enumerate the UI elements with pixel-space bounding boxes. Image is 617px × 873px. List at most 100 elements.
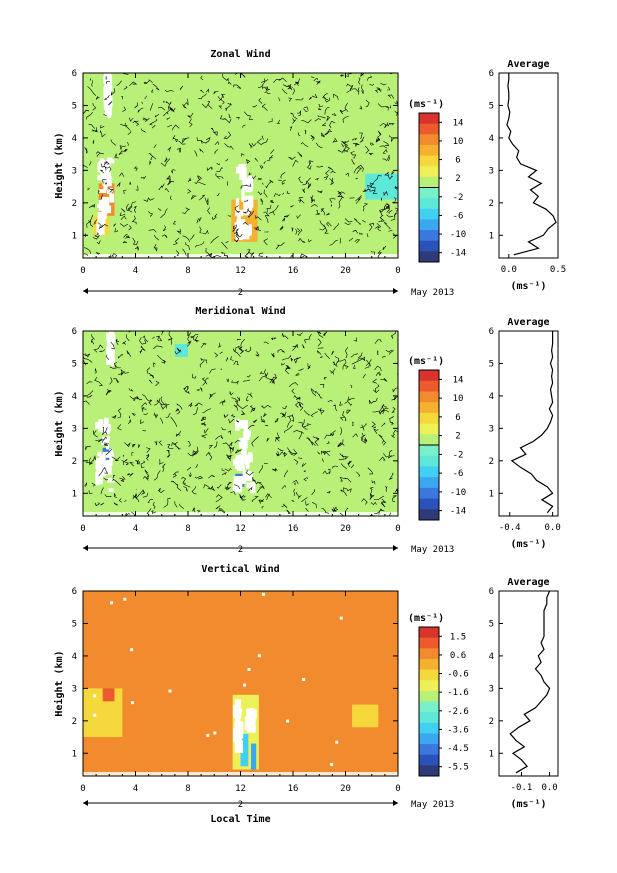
colorbar-swatch <box>419 455 439 467</box>
avg-x-axis-label: (ms⁻¹) <box>510 539 546 550</box>
colorbar-swatch <box>419 637 439 649</box>
x-tick-label: 0 <box>395 784 400 794</box>
x-tick-label: 8 <box>185 784 190 794</box>
data-gap <box>238 437 248 449</box>
colorbar-swatch <box>419 113 439 125</box>
data-gap <box>104 463 111 469</box>
data-gap <box>107 111 112 119</box>
data-gap <box>107 350 114 362</box>
data-gap <box>233 476 242 488</box>
y-tick-label: 5 <box>72 359 77 369</box>
colorbar-swatch <box>419 370 439 382</box>
data-gap <box>108 188 113 192</box>
avg-y-tick-label: 2 <box>489 717 494 727</box>
colorbar-swatch <box>419 208 439 220</box>
colorbar-tick-label: 10 <box>453 137 464 147</box>
data-gap <box>234 418 240 431</box>
data-gap <box>105 78 112 88</box>
data-gap <box>246 482 253 489</box>
data-gap <box>107 477 115 483</box>
y-tick-label: 3 <box>72 684 77 694</box>
colorbar-swatch <box>419 412 439 425</box>
avg-y-tick-label: 2 <box>489 199 494 209</box>
data-gap <box>98 189 107 194</box>
y-tick-label: 1 <box>72 749 77 759</box>
colorbar-tick-label: 6 <box>455 156 460 166</box>
data-gap <box>107 190 112 195</box>
heatmap-region <box>240 733 249 767</box>
data-gap <box>99 158 104 163</box>
colorbar-tick-label: -6 <box>453 211 464 221</box>
colorbar-tick-label: 2 <box>455 174 460 184</box>
colorbar-tick-label: 6 <box>455 413 460 423</box>
data-gap <box>123 597 127 601</box>
colorbar-swatch <box>419 251 439 263</box>
x-tick-label: 8 <box>185 524 190 534</box>
data-gap <box>168 689 172 693</box>
colorbar-swatch <box>419 198 439 210</box>
contour-lines <box>82 72 399 259</box>
colorbar-swatch <box>419 155 439 167</box>
avg-x-tick-label: -0.4 <box>499 523 521 533</box>
y-tick-label: 2 <box>72 717 77 727</box>
data-gap <box>97 211 106 224</box>
data-gap <box>105 83 111 95</box>
data-gap <box>96 223 105 235</box>
colorbar-tick-label: -1.6 <box>447 688 469 698</box>
y-axis-label: Height (km) <box>53 650 65 716</box>
x-tick-label: 0 <box>80 784 85 794</box>
x-tick-label: 16 <box>288 784 299 794</box>
data-gap <box>235 737 241 748</box>
data-gap <box>101 424 110 435</box>
avg-x-axis-label: (ms⁻¹) <box>510 799 546 810</box>
average-title: Average <box>507 59 549 70</box>
data-gap <box>95 471 103 485</box>
data-gap <box>261 592 265 596</box>
data-gap <box>97 451 102 456</box>
data-gap <box>248 712 254 718</box>
data-gap <box>96 468 106 477</box>
data-gap <box>104 417 109 431</box>
data-gap <box>245 463 250 469</box>
panel-title: Zonal Wind <box>210 48 270 60</box>
data-gap <box>250 481 256 494</box>
data-gap <box>104 460 113 466</box>
data-gap <box>98 419 104 432</box>
x-tick-label: 4 <box>133 266 138 276</box>
data-gap <box>234 730 241 736</box>
x-tick-label: 8 <box>185 266 190 276</box>
data-gap <box>130 701 134 705</box>
data-gap <box>109 193 115 203</box>
avg-x-tick-label: 0.0 <box>541 783 557 793</box>
y-tick-label: 3 <box>72 424 77 434</box>
data-gap <box>241 189 245 202</box>
y-tick-label: 4 <box>72 134 77 144</box>
colorbar-swatch <box>419 219 439 231</box>
colorbar-tick-label: -0.6 <box>447 670 469 680</box>
heatmap-region <box>102 688 115 702</box>
data-gap <box>235 209 244 217</box>
data-gap <box>236 454 245 467</box>
colorbar-tick-label: -14 <box>450 507 466 517</box>
data-gap <box>103 463 112 475</box>
data-gap <box>101 438 110 446</box>
x-tick-label: 0 <box>80 266 85 276</box>
colorbar-swatch <box>419 627 439 639</box>
x-axis-label: Local Time <box>210 813 270 825</box>
data-gap <box>107 336 113 350</box>
avg-y-tick-label: 2 <box>489 457 494 467</box>
data-gap <box>234 699 242 707</box>
data-gap <box>104 93 110 104</box>
colorbar-tick-label: -4.5 <box>447 744 469 754</box>
data-gap <box>108 331 114 339</box>
colorbar-swatch <box>419 423 439 435</box>
avg-y-tick-label: 4 <box>489 392 494 402</box>
colorbar-swatch <box>419 754 439 766</box>
colorbar-swatch <box>419 690 439 702</box>
data-gap <box>235 234 243 241</box>
data-gap <box>107 159 115 164</box>
x-tick-label: 0 <box>395 524 400 534</box>
colorbar-label: (ms⁻¹) <box>408 99 444 110</box>
colorbar-tick-label: -2 <box>453 193 464 203</box>
data-gap <box>243 430 252 437</box>
